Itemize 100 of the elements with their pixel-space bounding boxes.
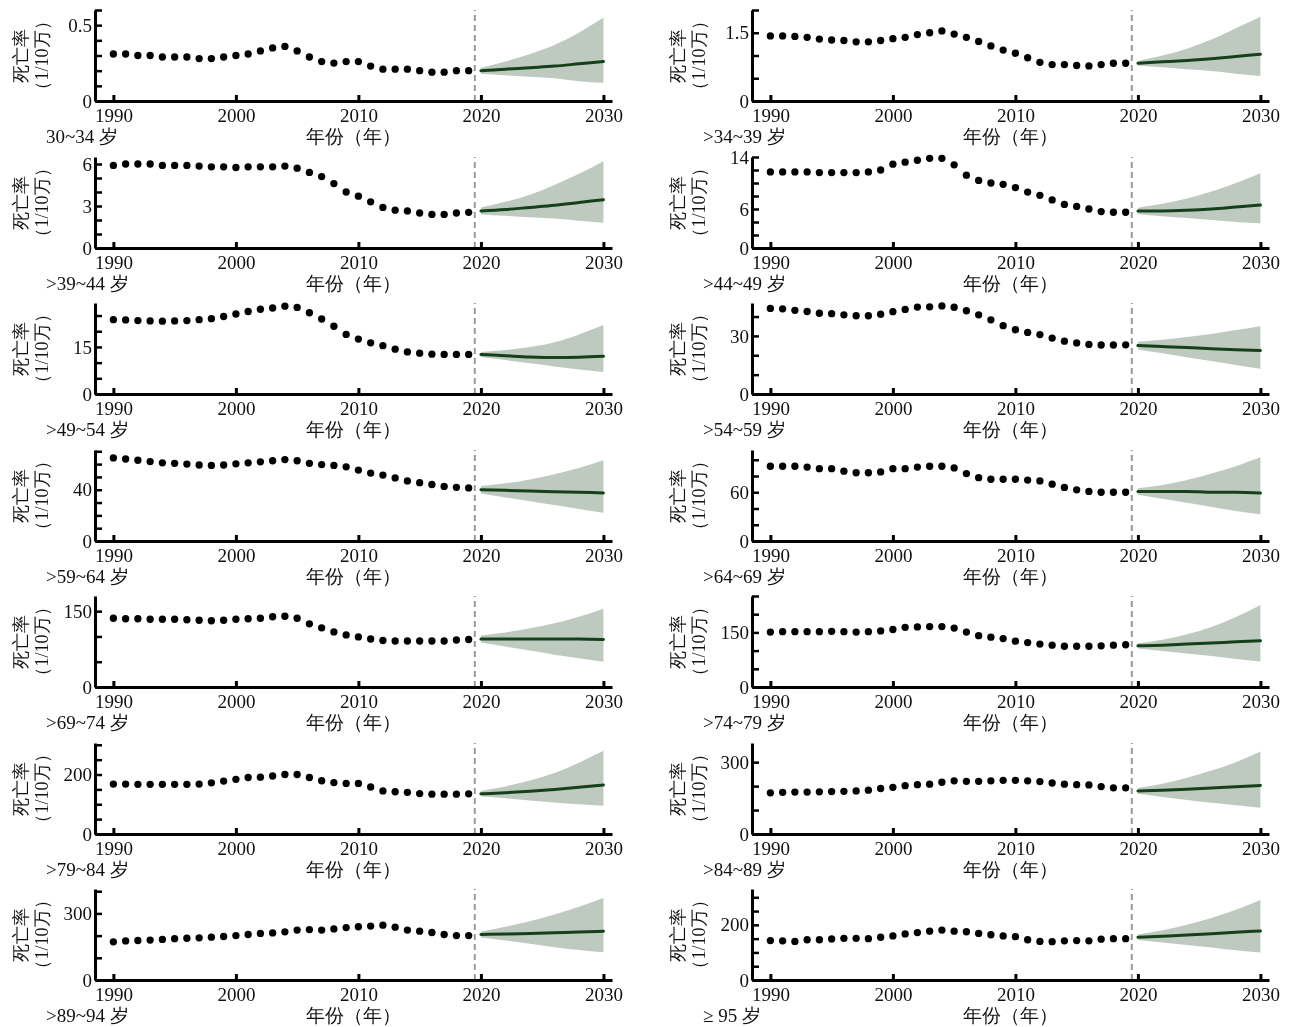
point [305,168,314,176]
x-tick-label: 2010 [339,544,378,566]
point [1060,780,1069,788]
x-tick-label: 2010 [996,251,1035,273]
point [913,303,922,311]
point [207,933,216,941]
x-tick-label: 2010 [996,544,1035,566]
point [403,65,412,73]
point [1085,487,1093,495]
point [452,483,461,491]
point [195,616,203,624]
point [268,304,277,312]
point [1048,938,1056,946]
point [440,68,448,76]
x-tick-label: 2010 [996,984,1035,1006]
point [281,302,289,310]
point [121,779,130,788]
point [1073,485,1081,493]
point [778,937,787,945]
point [1011,326,1020,334]
x-axis-title: 年份（年） [306,565,401,587]
x-axis-title: 年份（年） [963,1005,1058,1026]
point [134,936,142,945]
x-tick-label: 2020 [1119,544,1158,566]
point [815,936,824,944]
point [354,465,363,474]
point [766,167,775,176]
point [158,317,167,325]
point [354,633,363,641]
x-axis-title: 年份（年） [306,272,401,294]
point [815,35,824,43]
point [1122,59,1130,67]
point [1085,62,1093,70]
x-tick-label: 2000 [217,105,256,127]
point [938,778,946,786]
point [925,780,934,788]
point [962,171,971,179]
point [1085,340,1093,349]
x-tick-label: 2020 [462,984,501,1006]
point [183,934,191,942]
point [317,315,326,323]
point [121,316,130,324]
text: ≥ 95 岁 [703,1005,761,1026]
point [925,303,934,311]
point [1011,933,1020,941]
point [852,934,860,943]
point [938,926,946,934]
y-tick-label: 6 [739,198,749,220]
point [146,457,154,465]
point [268,771,277,780]
point [428,68,436,76]
point [913,928,922,937]
point [987,931,995,939]
point [219,312,228,321]
y-axis-title: 死亡率（1/10万） [668,451,709,539]
point [244,50,252,58]
point [207,54,216,63]
point [146,159,154,168]
point [391,345,399,353]
x-tick-label: 1990 [94,544,133,566]
point [827,36,836,44]
point [281,42,289,51]
point [403,206,412,215]
point [183,459,191,468]
text: 30~34 岁 [46,126,119,147]
point [999,322,1007,330]
point [827,627,836,635]
point [827,464,836,472]
point [391,473,399,482]
point [403,926,412,934]
point [766,936,775,945]
point [1011,475,1020,483]
x-tick-label: 1990 [94,251,133,273]
point [293,770,301,778]
point [852,168,860,176]
point [281,928,289,936]
point [1097,207,1105,215]
point [1122,934,1130,943]
point [170,780,179,788]
point [987,178,995,187]
point [440,350,448,359]
x-tick-label: 1990 [751,251,790,273]
point [1097,60,1105,69]
point [330,59,338,67]
point [281,455,289,463]
x-tick-label: 2020 [462,105,501,127]
point [1073,61,1081,70]
point [1085,204,1093,213]
point [1097,642,1105,650]
point [317,57,326,66]
point [1024,475,1032,484]
point [913,623,922,631]
point [256,305,265,313]
x-tick-label: 2010 [339,251,378,273]
point [938,302,946,310]
point [183,616,191,624]
point [938,622,946,631]
point [232,775,240,783]
point [938,27,946,35]
point [1036,777,1044,785]
